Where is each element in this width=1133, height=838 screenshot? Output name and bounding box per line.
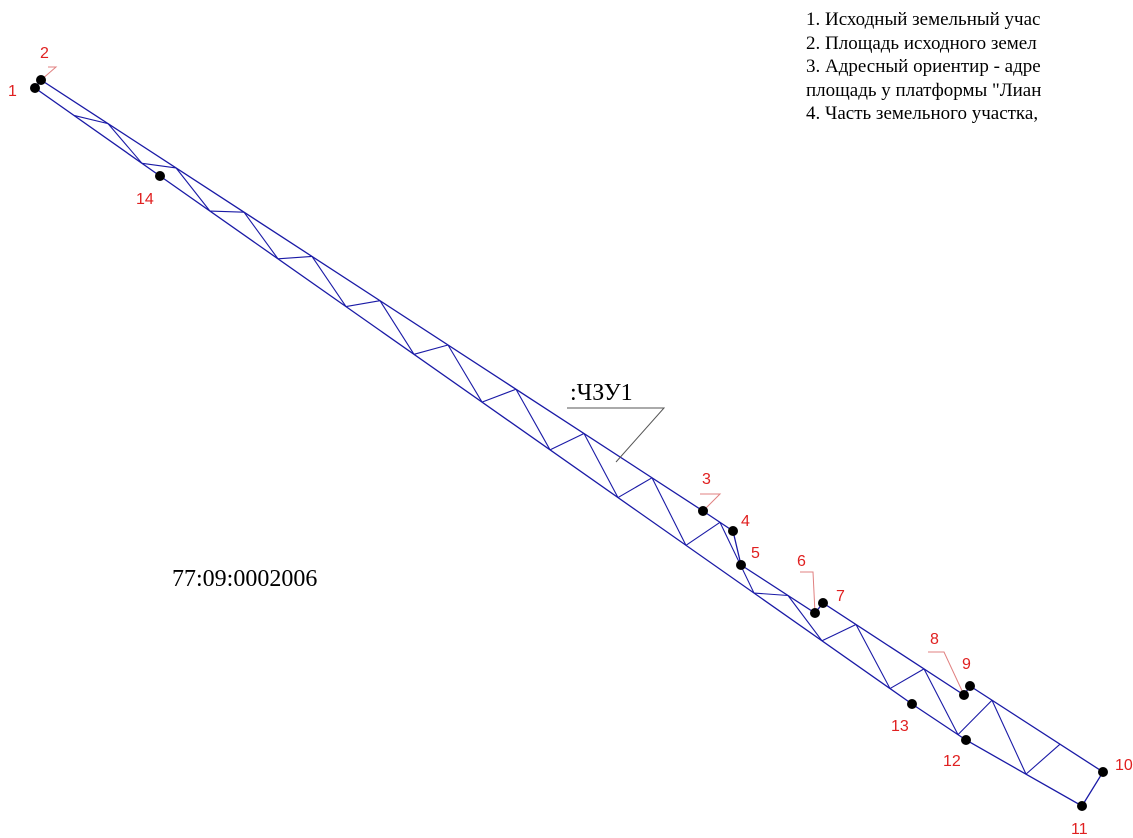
hatch-line: [719, 522, 755, 594]
point-label-3: 3: [702, 471, 711, 488]
hatch-line: [889, 668, 925, 690]
hatch-lines: [73, 114, 1061, 775]
boundary-point-7: [818, 598, 828, 608]
hatch-line: [923, 668, 959, 735]
point-label-leader: [800, 571, 816, 614]
boundary-point-9: [965, 681, 975, 691]
note-line: 2. Площадь исходного земел: [806, 32, 1037, 54]
hatch-line: [73, 114, 109, 125]
hatch-line: [685, 521, 721, 546]
hatch-line: [991, 699, 1027, 775]
hatch-line: [515, 388, 551, 451]
boundary-point-1: [30, 83, 40, 93]
boundary-point-11: [1077, 801, 1087, 811]
point-label-12: 12: [943, 753, 961, 770]
hatch-line: [821, 624, 857, 642]
hatch-line: [175, 167, 211, 212]
point-label-leader: [700, 493, 722, 512]
point-label-13: 13: [891, 718, 909, 735]
hatch-line: [549, 433, 585, 451]
hatch-line: [481, 388, 517, 403]
hatch-line: [583, 433, 619, 498]
hatch-line: [311, 256, 347, 307]
boundary-point-4: [728, 526, 738, 536]
point-label-10: 10: [1115, 757, 1133, 774]
hatch-line: [447, 344, 483, 403]
hatch-line: [651, 477, 687, 546]
boundary-point-12: [961, 735, 971, 745]
cadastral-block-number: 77:09:0002006: [172, 566, 317, 592]
part-label-leader: [567, 407, 666, 463]
note-line: площадь у платформы "Лиан: [806, 79, 1042, 101]
point-label-6: 6: [797, 553, 806, 570]
boundary-point-5: [736, 560, 746, 570]
point-label-leader: [928, 651, 965, 696]
point-label-9: 9: [962, 656, 971, 673]
note-line: 4. Часть земельного участка,: [806, 103, 1039, 124]
point-label-8: 8: [930, 631, 939, 648]
label-leaders: [40, 66, 965, 696]
hatch-line: [787, 595, 823, 642]
hatch-line: [243, 211, 279, 260]
boundary-point-13: [907, 699, 917, 709]
hatch-line: [345, 300, 381, 308]
hatch-line: [1025, 743, 1061, 775]
point-label-7: 7: [836, 588, 845, 605]
plot-boundary: [34, 79, 1104, 807]
hatch-line: [855, 624, 891, 689]
point-label-2: 2: [40, 45, 49, 62]
hatch-line: [957, 699, 993, 736]
boundary-point-3: [698, 506, 708, 516]
hatch-line: [413, 344, 449, 355]
boundary-point-14: [155, 171, 165, 181]
point-label-11: 11: [1071, 821, 1088, 838]
point-label-leader: [40, 66, 58, 81]
hatch-line: [277, 255, 313, 260]
hatch-line: [753, 592, 789, 597]
hatch-line: [107, 123, 143, 164]
hatch-line: [141, 162, 177, 169]
boundary-point-8: [959, 690, 969, 700]
notes-block: 1. Исходный земельный учас 2. Площадь ис…: [806, 8, 1133, 126]
hatch-line: [617, 477, 653, 499]
boundary-point-10: [1098, 767, 1108, 777]
point-label-4: 4: [741, 513, 750, 530]
boundary-point-6: [810, 608, 820, 618]
plot-boundary-polygon: [34, 79, 1104, 807]
part-label: :ЧЗУ1: [570, 380, 633, 406]
note-line: 1. Исходный земельный учас: [806, 9, 1041, 30]
hatch-line: [209, 210, 245, 213]
boundary-point-2: [36, 75, 46, 85]
hatch-line: [379, 300, 415, 355]
point-label-1: 1: [8, 83, 17, 100]
point-label-5: 5: [751, 545, 760, 562]
point-label-14: 14: [136, 191, 154, 208]
note-line: 3. Адресный ориентир - адре: [806, 56, 1041, 77]
